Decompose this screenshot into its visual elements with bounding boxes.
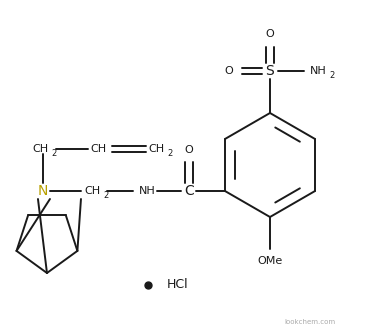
Text: CH: CH — [32, 144, 48, 154]
Text: CH: CH — [84, 186, 100, 196]
Text: 2: 2 — [329, 72, 335, 81]
Text: C: C — [184, 184, 194, 198]
Text: OMe: OMe — [257, 256, 283, 266]
Text: S: S — [266, 64, 275, 78]
Text: 2: 2 — [104, 191, 109, 200]
Text: CH: CH — [90, 144, 106, 154]
Text: O: O — [224, 66, 233, 76]
Text: NH: NH — [139, 186, 155, 196]
Text: 2: 2 — [51, 150, 57, 159]
Text: NH: NH — [310, 66, 326, 76]
Text: O: O — [266, 29, 275, 39]
Text: O: O — [185, 145, 193, 155]
Text: CH: CH — [148, 144, 164, 154]
Text: N: N — [38, 184, 48, 198]
Text: lookchem.com: lookchem.com — [285, 319, 335, 325]
Text: 2: 2 — [167, 150, 173, 159]
Text: HCl: HCl — [167, 278, 189, 291]
